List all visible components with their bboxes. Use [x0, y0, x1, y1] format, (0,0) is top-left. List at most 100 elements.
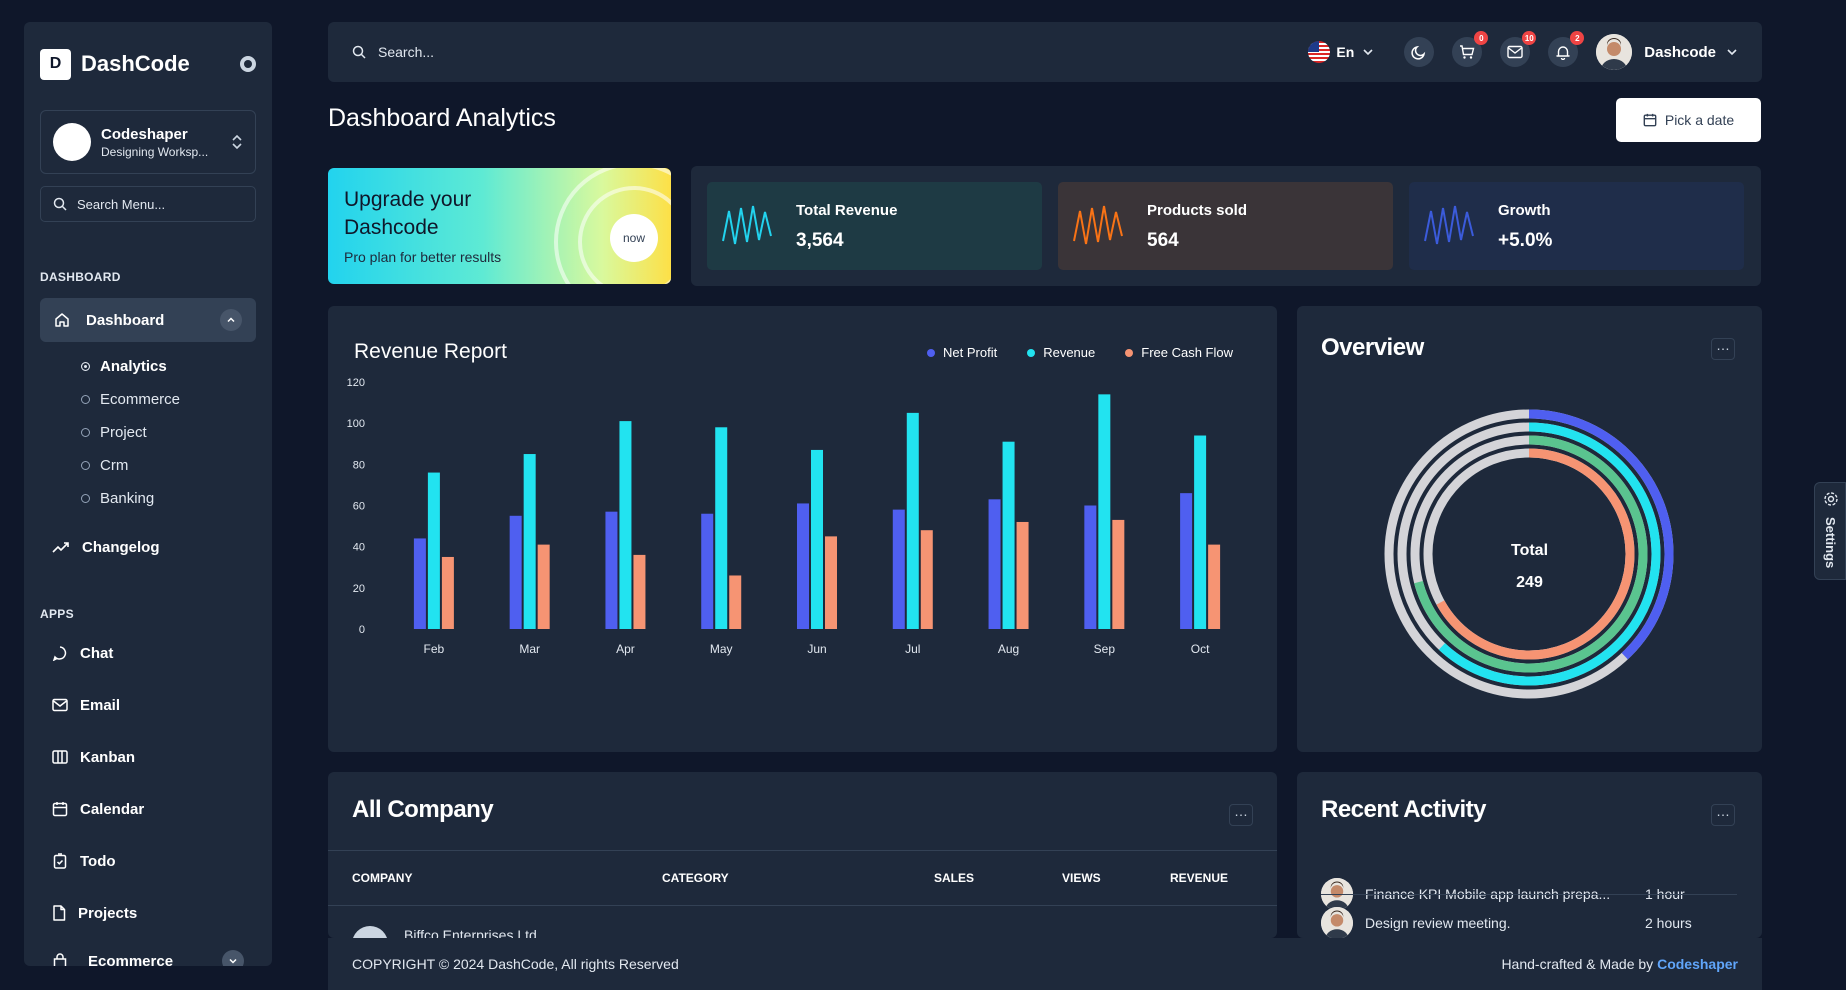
bar-free-cash-flow[interactable]: [633, 554, 646, 629]
bar-revenue[interactable]: [427, 472, 440, 629]
column-header-company[interactable]: COMPANY: [352, 871, 413, 885]
stat-value: 564: [1147, 230, 1179, 251]
sidebar-subitem-ecommerce[interactable]: Ecommerce: [58, 383, 272, 416]
legend-label: Free Cash Flow: [1141, 345, 1233, 360]
table-row[interactable]: Biffco Enterprises Ltd.: [352, 926, 541, 938]
pick-date-button[interactable]: Pick a date: [1616, 98, 1761, 142]
sidebar-subitem-project[interactable]: Project: [58, 416, 272, 449]
upgrade-title: Upgrade your Dashcode: [344, 188, 472, 239]
brand-name[interactable]: DashCode: [81, 51, 190, 76]
footer-credit-link[interactable]: Codeshaper: [1657, 956, 1738, 972]
upgrade-now-button[interactable]: now: [610, 214, 658, 262]
legend-item-free-cash-flow[interactable]: Free Cash Flow: [1125, 345, 1233, 360]
user-menu[interactable]: Dashcode: [1596, 34, 1738, 70]
overview-radial-chart: [1384, 409, 1674, 699]
bar-free-cash-flow[interactable]: [537, 544, 550, 629]
sidebar-item-dashboard[interactable]: Dashboard: [40, 298, 256, 342]
bar-revenue[interactable]: [1098, 394, 1111, 629]
ring-value[interactable]: [1410, 435, 1648, 673]
mail-icon: [52, 698, 68, 712]
all-company-title: All Company: [352, 796, 494, 823]
bar-net-profit[interactable]: [988, 499, 1001, 629]
bar-net-profit[interactable]: [797, 503, 809, 629]
settings-drawer-tab[interactable]: Settings: [1814, 482, 1846, 580]
company-more-button[interactable]: …: [1229, 804, 1253, 826]
sidebar-subitem-analytics[interactable]: Analytics: [58, 350, 272, 383]
stats-panel: Total Revenue 3,564 Products sold 564 Gr…: [691, 166, 1761, 286]
sidebar-subitem-crm[interactable]: Crm: [58, 449, 272, 482]
sidebar-item-calendar[interactable]: Calendar: [40, 783, 256, 835]
company-name: Biffco Enterprises Ltd.: [404, 927, 541, 938]
bar-net-profit[interactable]: [1180, 493, 1193, 629]
bar-net-profit[interactable]: [701, 513, 714, 629]
bar-free-cash-flow[interactable]: [920, 530, 933, 629]
ring-value[interactable]: [1397, 422, 1661, 686]
upgrade-subtitle: Pro plan for better results: [344, 249, 502, 265]
bar-revenue[interactable]: [1194, 435, 1207, 629]
y-tick-label: 60: [353, 501, 365, 513]
brand-logo[interactable]: D: [40, 48, 71, 80]
bar-revenue[interactable]: [1002, 441, 1015, 629]
chevron-down-icon[interactable]: [222, 950, 244, 966]
bullet-icon: [81, 461, 90, 470]
sidebar-item-todo[interactable]: Todo: [40, 835, 256, 887]
bar-revenue[interactable]: [811, 449, 823, 629]
legend-item-revenue[interactable]: Revenue: [1027, 345, 1095, 360]
sidebar-item-projects[interactable]: Projects: [40, 887, 256, 939]
bar-net-profit[interactable]: [509, 515, 522, 629]
notifications-button[interactable]: 2: [1548, 31, 1585, 67]
sidebar-search[interactable]: Search Menu...: [40, 186, 256, 222]
bar-net-profit[interactable]: [1084, 505, 1097, 630]
column-header-revenue[interactable]: REVENUE: [1170, 871, 1229, 885]
sidebar-item-label: Projects: [78, 904, 138, 922]
recent-activity-card: Recent Activity … Finance KPI Mobile app…: [1297, 772, 1762, 938]
sidebar-item-chat[interactable]: Chat: [40, 627, 256, 679]
sidebar-item-email[interactable]: Email: [40, 679, 256, 731]
activity-more-button[interactable]: …: [1711, 804, 1735, 826]
mail-button[interactable]: 10: [1500, 31, 1537, 67]
cart-button[interactable]: 0: [1452, 31, 1489, 67]
legend-item-net-profit[interactable]: Net Profit: [927, 345, 997, 360]
x-tick-label: Jun: [807, 642, 826, 656]
upgrade-card: Upgrade your Dashcode Pro plan for bette…: [328, 168, 671, 284]
legend-dot: [1027, 348, 1036, 357]
all-company-card: All Company … COMPANY CATEGORY SALES VIE…: [328, 772, 1277, 938]
bar-free-cash-flow[interactable]: [825, 536, 837, 629]
workspace-switcher[interactable]: Codeshaper Designing Worksp...: [40, 110, 256, 174]
donut-total-label: Total: [1510, 542, 1549, 559]
bullet-icon: [81, 395, 90, 404]
pulse-wave-icon: [1073, 205, 1123, 245]
bar-net-profit[interactable]: [605, 511, 618, 629]
bar-free-cash-flow[interactable]: [1016, 521, 1029, 629]
bar-net-profit[interactable]: [413, 538, 426, 629]
sidebar-subitem-banking[interactable]: Banking: [58, 482, 272, 515]
sidebar-item-label: Todo: [80, 852, 116, 870]
bar-revenue[interactable]: [906, 412, 919, 629]
y-tick-label: 40: [353, 542, 365, 554]
header-search[interactable]: Search...: [352, 44, 1308, 60]
theme-toggle-button[interactable]: [1404, 37, 1435, 67]
ring-value[interactable]: [1423, 448, 1635, 660]
column-header-sales[interactable]: SALES: [934, 871, 975, 885]
ring-value[interactable]: [1384, 409, 1674, 699]
bar-net-profit[interactable]: [892, 509, 905, 629]
bar-revenue[interactable]: [619, 421, 632, 629]
column-header-views[interactable]: VIEWS: [1062, 871, 1101, 885]
activity-item[interactable]: Design review meeting. 2 hours: [1321, 895, 1737, 938]
sidebar-item-ecommerce[interactable]: Ecommerce: [40, 939, 256, 966]
sidebar-item-kanban[interactable]: Kanban: [40, 731, 256, 783]
bar-free-cash-flow[interactable]: [1208, 544, 1221, 629]
language-selector[interactable]: En: [1308, 41, 1374, 63]
sidebar-item-changelog[interactable]: Changelog: [40, 521, 256, 573]
bar-revenue[interactable]: [523, 454, 536, 629]
overview-more-button[interactable]: …: [1711, 338, 1735, 360]
column-header-category[interactable]: CATEGORY: [662, 871, 729, 885]
stat-value: +5.0%: [1498, 230, 1553, 251]
bar-free-cash-flow[interactable]: [1112, 519, 1125, 629]
chevron-up-icon[interactable]: [220, 309, 242, 331]
sidebar-collapse-toggle[interactable]: [240, 56, 256, 72]
bar-revenue[interactable]: [715, 427, 728, 629]
legend-label: Revenue: [1043, 345, 1096, 360]
bar-free-cash-flow[interactable]: [441, 556, 454, 629]
bar-free-cash-flow[interactable]: [729, 575, 742, 629]
